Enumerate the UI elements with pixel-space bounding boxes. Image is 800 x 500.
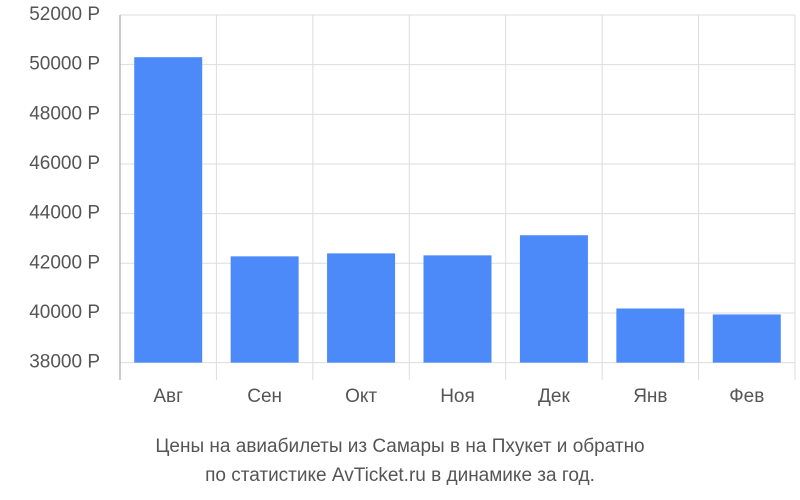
- y-tick-label: 44000 Р: [29, 203, 100, 224]
- bar: [134, 57, 203, 363]
- y-tick-label: 42000 Р: [29, 252, 100, 273]
- y-tick-label: 40000 Р: [29, 302, 100, 323]
- y-tick-label: 52000 Р: [29, 4, 100, 25]
- x-tick-label: Окт: [345, 386, 377, 407]
- bar: [327, 253, 396, 363]
- x-tick-label: Ноя: [440, 386, 475, 407]
- bar: [519, 235, 588, 363]
- chart-subtitle: по статистике AvTicket.ru в динамике за …: [205, 465, 595, 486]
- x-tick-label: Авг: [153, 386, 183, 407]
- y-tick-label: 48000 Р: [29, 103, 100, 124]
- y-tick-label: 38000 Р: [29, 352, 100, 373]
- x-tick-label: Дек: [538, 386, 570, 407]
- y-tick-label: 46000 Р: [29, 153, 100, 174]
- bar: [230, 256, 299, 363]
- x-tick-label: Сен: [247, 386, 282, 407]
- x-tick-label: Янв: [633, 386, 667, 407]
- y-tick-label: 50000 Р: [29, 54, 100, 75]
- bar: [712, 314, 781, 363]
- x-tick-label: Фев: [729, 386, 764, 407]
- bar: [423, 255, 492, 363]
- bar: [616, 308, 685, 363]
- chart-title: Цены на авиабилеты из Самары в на Пхукет…: [155, 436, 644, 457]
